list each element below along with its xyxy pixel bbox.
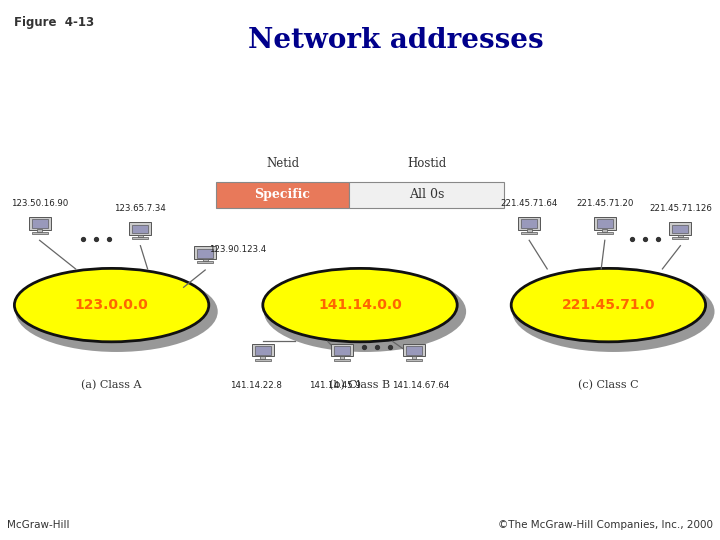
Bar [216, 182, 349, 208]
Bar [197, 261, 213, 264]
Text: 221.45.71.126: 221.45.71.126 [649, 204, 712, 213]
Ellipse shape [16, 271, 217, 352]
Bar [194, 246, 216, 259]
Bar [672, 225, 688, 233]
Text: Netid: Netid [266, 157, 300, 170]
Bar [518, 217, 540, 230]
Bar [412, 356, 416, 359]
Text: 221.45.71.20: 221.45.71.20 [576, 199, 634, 208]
Text: 221.45.71.64: 221.45.71.64 [500, 199, 558, 208]
Bar [406, 346, 422, 355]
Text: McGraw-Hill: McGraw-Hill [7, 520, 70, 530]
Bar [678, 234, 683, 237]
Bar [521, 232, 537, 234]
Bar [672, 237, 688, 239]
Ellipse shape [511, 268, 706, 342]
Bar [334, 346, 350, 355]
Text: 123.90.123.4: 123.90.123.4 [209, 245, 266, 254]
Bar [203, 259, 207, 261]
Bar [521, 219, 537, 228]
Ellipse shape [513, 271, 714, 352]
Bar [261, 356, 265, 359]
Text: 141.14.67.64: 141.14.67.64 [392, 381, 450, 390]
Text: All 0s: All 0s [409, 188, 444, 201]
Bar [255, 359, 271, 361]
Text: Hostid: Hostid [407, 157, 446, 170]
Text: (b) Class B: (b) Class B [330, 380, 390, 390]
Text: 141.14.45.9: 141.14.45.9 [309, 381, 361, 390]
Bar [406, 359, 422, 361]
Text: 123.65.7.34: 123.65.7.34 [114, 204, 166, 213]
Text: 141.14.22.8: 141.14.22.8 [230, 381, 282, 390]
Bar [403, 343, 425, 356]
Text: 141.14.0.0: 141.14.0.0 [318, 298, 402, 312]
Bar [334, 359, 350, 361]
Bar [349, 182, 504, 208]
Text: (c) Class C: (c) Class C [578, 380, 639, 390]
Text: Specific: Specific [255, 188, 310, 201]
Text: Network addresses: Network addresses [248, 27, 544, 54]
Ellipse shape [264, 271, 466, 352]
Bar [331, 343, 353, 356]
Text: 221.45.71.0: 221.45.71.0 [562, 298, 655, 312]
Text: ©The McGraw-Hill Companies, Inc., 2000: ©The McGraw-Hill Companies, Inc., 2000 [498, 520, 713, 530]
Bar [597, 232, 613, 234]
Bar [138, 234, 143, 237]
Bar [340, 356, 344, 359]
Bar [197, 249, 213, 258]
Bar [29, 217, 50, 230]
Bar [255, 346, 271, 355]
Text: Figure  4-13: Figure 4-13 [14, 16, 94, 29]
Bar [594, 217, 616, 230]
Bar [603, 229, 607, 232]
Bar [37, 229, 42, 232]
Bar [32, 219, 48, 228]
Text: (a) Class A: (a) Class A [81, 380, 142, 390]
Bar [132, 237, 148, 239]
Text: 123.50.16.90: 123.50.16.90 [11, 199, 68, 208]
Ellipse shape [263, 268, 457, 342]
Text: 123.0.0.0: 123.0.0.0 [75, 298, 148, 312]
Bar [130, 222, 151, 235]
Bar [252, 343, 274, 356]
Bar [670, 222, 691, 235]
Bar [32, 232, 48, 234]
Bar [132, 225, 148, 233]
Bar [597, 219, 613, 228]
Bar [527, 229, 531, 232]
Ellipse shape [14, 268, 209, 342]
